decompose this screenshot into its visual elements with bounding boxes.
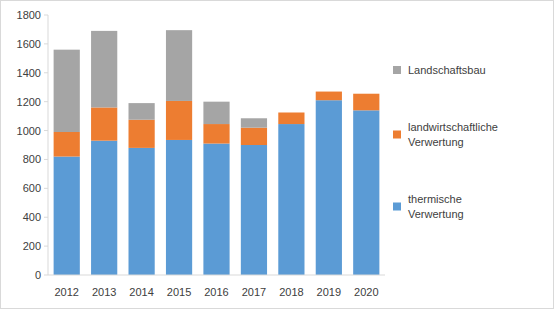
bar-segment — [54, 50, 80, 132]
bar-segment — [203, 124, 229, 144]
bar-segment — [316, 100, 342, 275]
bar-segment — [316, 91, 342, 92]
x-tick-label: 2012 — [54, 286, 78, 298]
bar-segment — [54, 132, 80, 157]
y-tick — [44, 72, 48, 73]
bar-segment — [203, 102, 229, 124]
chart: 0 200 400 600 800 1000 1200 1400 1600 1800 2012 201… — [0, 0, 554, 309]
bar-segment — [91, 31, 117, 108]
y-tick-label: 1000 — [17, 125, 41, 137]
y-tick — [44, 130, 48, 131]
y-tick — [44, 246, 48, 247]
bar-segment — [129, 120, 155, 148]
chart-root: 0 200 400 600 800 1000 1200 1400 1600 1800 2012 201… — [0, 0, 554, 309]
legend-label-line: Landschaftsbau — [408, 64, 486, 76]
y-tick — [44, 159, 48, 160]
bar-segment — [129, 148, 155, 275]
legend-label: landwirtschaftliche Verwertung — [408, 121, 498, 148]
bar-segment — [241, 128, 267, 145]
bar-segment — [278, 113, 304, 125]
y-tick — [44, 15, 48, 16]
y-tick-label: 1200 — [17, 96, 41, 108]
bar-segment — [278, 112, 304, 113]
legend-label-line: Verwertung — [408, 136, 464, 148]
legend-swatch — [393, 131, 401, 139]
bar-segment — [241, 118, 267, 127]
bar-segment — [166, 101, 192, 140]
bar-segment — [129, 103, 155, 120]
legend-label-line: thermische — [408, 193, 462, 205]
bar-segment — [353, 110, 379, 275]
bars — [54, 30, 380, 275]
x-axis — [48, 275, 385, 276]
x-tick-label: 2015 — [167, 286, 191, 298]
bar-segment — [241, 145, 267, 275]
y-tick — [44, 217, 48, 218]
bar-segment — [91, 107, 117, 140]
y-tick — [44, 188, 48, 189]
bar-segment — [353, 93, 379, 94]
x-tick-label: 2020 — [354, 286, 378, 298]
bar-segment — [166, 30, 192, 101]
legend-label: thermische Verwertung — [408, 193, 464, 220]
y-tick-label: 800 — [23, 153, 41, 165]
x-tick-label: 2016 — [204, 286, 228, 298]
x-tick-label: 2014 — [129, 286, 153, 298]
y-tick-label: 1800 — [17, 9, 41, 21]
legend-label-line: Verwertung — [408, 208, 464, 220]
legend-label-line: landwirtschaftliche — [408, 121, 498, 133]
y-tick-label: 400 — [23, 211, 41, 223]
y-tick — [44, 275, 48, 276]
bar-segment — [203, 144, 229, 275]
legend-swatch — [393, 66, 401, 74]
y-tick — [44, 101, 48, 102]
bar-segment — [278, 124, 304, 275]
bar-segment — [353, 94, 379, 111]
y-tick — [44, 43, 48, 44]
x-tick-label: 2013 — [92, 286, 116, 298]
x-tick-label: 2017 — [242, 286, 266, 298]
x-tick-label: 2019 — [317, 286, 341, 298]
frame — [1, 1, 554, 309]
bar-segment — [166, 140, 192, 275]
x-tick-label: 2018 — [279, 286, 303, 298]
y-tick-label: 1600 — [17, 38, 41, 50]
y-tick-label: 1400 — [17, 67, 41, 79]
y-axis — [48, 15, 49, 275]
bar-segment — [316, 92, 342, 101]
y-tick-label: 0 — [35, 269, 41, 281]
y-tick-label: 600 — [23, 182, 41, 194]
y-tick-label: 200 — [23, 240, 41, 252]
legend-label: Landschaftsbau — [408, 64, 486, 76]
bar-segment — [54, 157, 80, 275]
legend-swatch — [393, 203, 401, 211]
bar-segment — [91, 141, 117, 275]
legend: Landschaftsbau landwirtschaftliche Verwert… — [393, 64, 498, 220]
